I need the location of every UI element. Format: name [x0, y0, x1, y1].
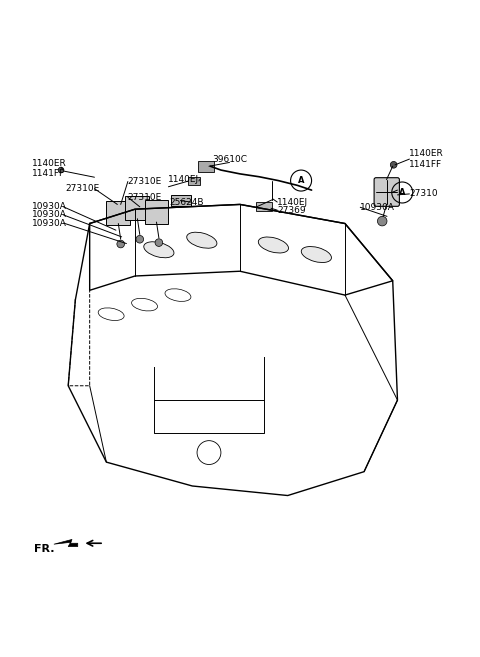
- FancyBboxPatch shape: [125, 196, 149, 220]
- Text: 27310E: 27310E: [128, 193, 162, 202]
- Text: 10930A: 10930A: [360, 203, 395, 212]
- Text: 10930A: 10930A: [33, 210, 67, 219]
- Text: 10930A: 10930A: [33, 202, 67, 212]
- Circle shape: [117, 240, 124, 248]
- Text: A: A: [298, 176, 304, 185]
- Text: 1140ER
1141FF: 1140ER 1141FF: [33, 159, 67, 178]
- Ellipse shape: [144, 242, 174, 258]
- Text: 10930A: 10930A: [33, 219, 67, 227]
- Text: 1140EJ: 1140EJ: [277, 198, 308, 206]
- Text: A: A: [399, 188, 406, 197]
- FancyBboxPatch shape: [374, 177, 399, 206]
- FancyBboxPatch shape: [188, 177, 200, 185]
- Text: 27310E: 27310E: [128, 177, 162, 186]
- FancyBboxPatch shape: [256, 202, 272, 211]
- Text: 27310E: 27310E: [66, 184, 100, 193]
- Text: 39610C: 39610C: [212, 154, 247, 164]
- FancyBboxPatch shape: [171, 195, 192, 206]
- Ellipse shape: [187, 232, 217, 248]
- Circle shape: [136, 235, 144, 243]
- FancyBboxPatch shape: [144, 200, 168, 223]
- Text: 27310: 27310: [409, 189, 438, 198]
- Circle shape: [155, 238, 163, 246]
- FancyBboxPatch shape: [107, 201, 130, 225]
- Text: 1140EJ: 1140EJ: [168, 175, 199, 184]
- Ellipse shape: [301, 246, 332, 263]
- Polygon shape: [54, 539, 78, 547]
- Circle shape: [58, 167, 64, 173]
- Text: 1140ER
1141FF: 1140ER 1141FF: [409, 149, 444, 169]
- Text: FR.: FR.: [34, 544, 54, 554]
- Circle shape: [390, 162, 397, 168]
- Text: 25624B: 25624B: [169, 198, 204, 206]
- Text: 27369: 27369: [277, 206, 306, 215]
- Circle shape: [377, 216, 387, 226]
- FancyBboxPatch shape: [199, 162, 214, 172]
- Ellipse shape: [258, 237, 288, 253]
